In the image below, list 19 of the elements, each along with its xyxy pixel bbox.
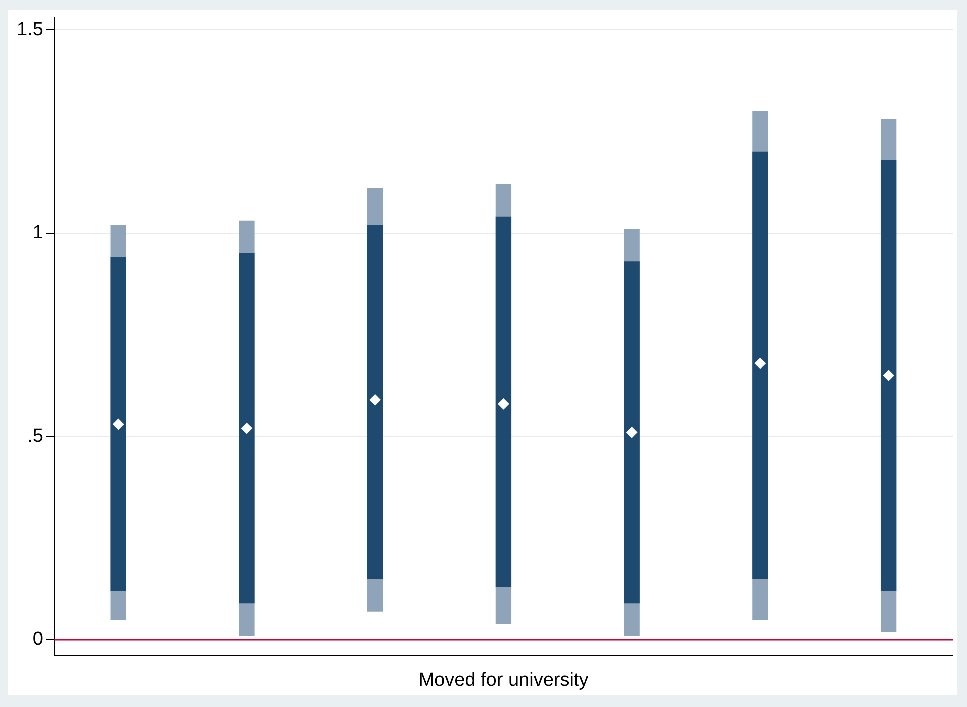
point <box>241 423 252 434</box>
point <box>370 394 381 406</box>
bar <box>624 262 640 604</box>
point <box>883 370 894 382</box>
y-tick-label: 0 <box>32 629 44 650</box>
y-tick-label: 1.5 <box>16 19 44 40</box>
bar <box>239 253 255 604</box>
bar <box>110 258 126 592</box>
y-tick-label: .5 <box>28 426 44 447</box>
bar <box>368 224 384 580</box>
point <box>498 398 510 410</box>
bar <box>752 152 768 580</box>
point <box>754 358 766 370</box>
point <box>113 418 124 430</box>
bar <box>496 216 512 588</box>
y-tick-label: 1 <box>32 222 44 244</box>
x-tick-label: Moved for university <box>418 670 590 691</box>
bar <box>880 160 897 592</box>
point <box>626 427 638 438</box>
